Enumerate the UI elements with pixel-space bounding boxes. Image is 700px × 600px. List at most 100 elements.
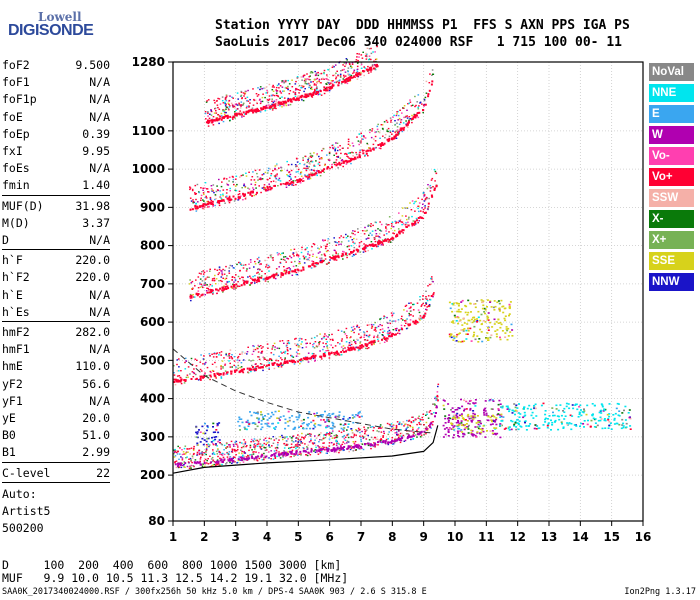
echo-dot: [603, 418, 606, 420]
echo-dot: [483, 409, 485, 412]
echo-dot: [366, 330, 368, 333]
echo-dot: [317, 93, 320, 96]
echo-dot: [508, 426, 511, 428]
echo-dot: [490, 306, 493, 308]
echo-dot: [282, 252, 284, 254]
echo-dot: [218, 439, 221, 441]
echo-dot: [342, 255, 345, 257]
echo-dot: [295, 355, 298, 357]
echo-dot: [249, 277, 252, 279]
echo-dot: [184, 361, 186, 364]
echo-dot: [370, 71, 372, 73]
echo-dot: [222, 456, 225, 459]
echo-dot: [225, 277, 228, 280]
echo-dot: [257, 261, 260, 264]
echo-dot: [212, 431, 215, 434]
echo-dot: [367, 444, 370, 447]
echo-dot: [457, 308, 460, 311]
echo-dot: [409, 101, 412, 103]
echo-dot: [284, 453, 287, 455]
echo-dot: [504, 332, 507, 334]
echo-dot: [220, 185, 223, 188]
echo-dot: [373, 335, 376, 337]
echo-dot: [412, 431, 415, 434]
echo-dot: [246, 280, 249, 283]
echo-dot: [188, 458, 190, 460]
echo-dot: [377, 340, 380, 342]
echo-dot: [324, 333, 326, 335]
echo-dot: [241, 369, 244, 372]
echo-dot: [432, 281, 434, 283]
echo-dot: [398, 220, 401, 222]
echo-dot: [317, 71, 319, 74]
echo-dot: [487, 319, 490, 321]
echo-dot: [308, 86, 310, 89]
echo-dot: [246, 419, 249, 422]
echo-dot: [525, 429, 528, 431]
echo-dot: [415, 323, 417, 325]
echo-dot: [200, 199, 202, 201]
echo-dot: [472, 410, 475, 412]
echo-dot: [224, 113, 226, 116]
echo-dot: [232, 105, 234, 107]
echo-dot: [352, 253, 355, 256]
echo-dot: [195, 377, 198, 380]
echo-dot: [284, 361, 286, 363]
echo-dot: [353, 347, 356, 349]
echo-dot: [277, 254, 279, 256]
echo-dot: [497, 403, 500, 406]
echo-dot: [312, 353, 315, 355]
echo-dot: [323, 355, 326, 358]
echo-dot: [334, 241, 337, 243]
param-value: N/A: [89, 233, 110, 247]
param-label: h`F: [2, 253, 23, 268]
echo-dot: [348, 450, 350, 453]
echo-dot: [489, 321, 492, 324]
echo-dot: [352, 346, 355, 349]
echo-dot: [363, 332, 366, 334]
echo-dot: [318, 441, 320, 443]
echo-dot: [397, 110, 399, 113]
echo-dot: [272, 273, 275, 276]
echo-dot: [333, 146, 336, 148]
echo-dot: [377, 334, 379, 336]
echo-dot: [326, 344, 329, 347]
echo-dot: [333, 353, 336, 356]
echo-dot: [407, 420, 410, 422]
param-row: hmF1 N/A: [2, 340, 110, 358]
echo-dot: [346, 434, 348, 436]
echo-dot: [350, 336, 352, 338]
echo-dot: [494, 433, 497, 436]
echo-dot: [273, 454, 276, 457]
echo-dot: [216, 292, 218, 294]
echo-dot: [235, 189, 238, 192]
echo-dot: [189, 465, 191, 468]
echo-dot: [234, 279, 237, 281]
echo-dot: [234, 456, 236, 459]
echo-dot: [387, 241, 390, 243]
echo-dot: [335, 152, 338, 154]
echo-dot: [362, 331, 365, 333]
echo-dot: [406, 117, 409, 119]
echo-dot: [442, 399, 445, 401]
echo-dot: [200, 354, 202, 356]
echo-dot: [411, 225, 414, 227]
echo-dot: [349, 74, 351, 76]
echo-dot: [276, 84, 279, 87]
echo-dot: [258, 356, 260, 358]
echo-dot: [335, 76, 338, 78]
echo-dot: [319, 452, 322, 454]
legend-item-ssw: SSW: [649, 189, 694, 207]
echo-dot: [365, 52, 367, 55]
echo-dot: [294, 91, 297, 94]
echo-dot: [426, 299, 429, 302]
echo-dot: [280, 453, 283, 456]
echo-dot: [417, 217, 420, 219]
echo-dot: [428, 186, 431, 188]
echo-dot: [322, 239, 324, 241]
echo-dot: [423, 98, 426, 101]
echo-dot: [376, 125, 379, 128]
param-label: foF1p: [2, 92, 37, 107]
echo-dot: [243, 280, 246, 283]
echo-dot: [202, 270, 205, 272]
